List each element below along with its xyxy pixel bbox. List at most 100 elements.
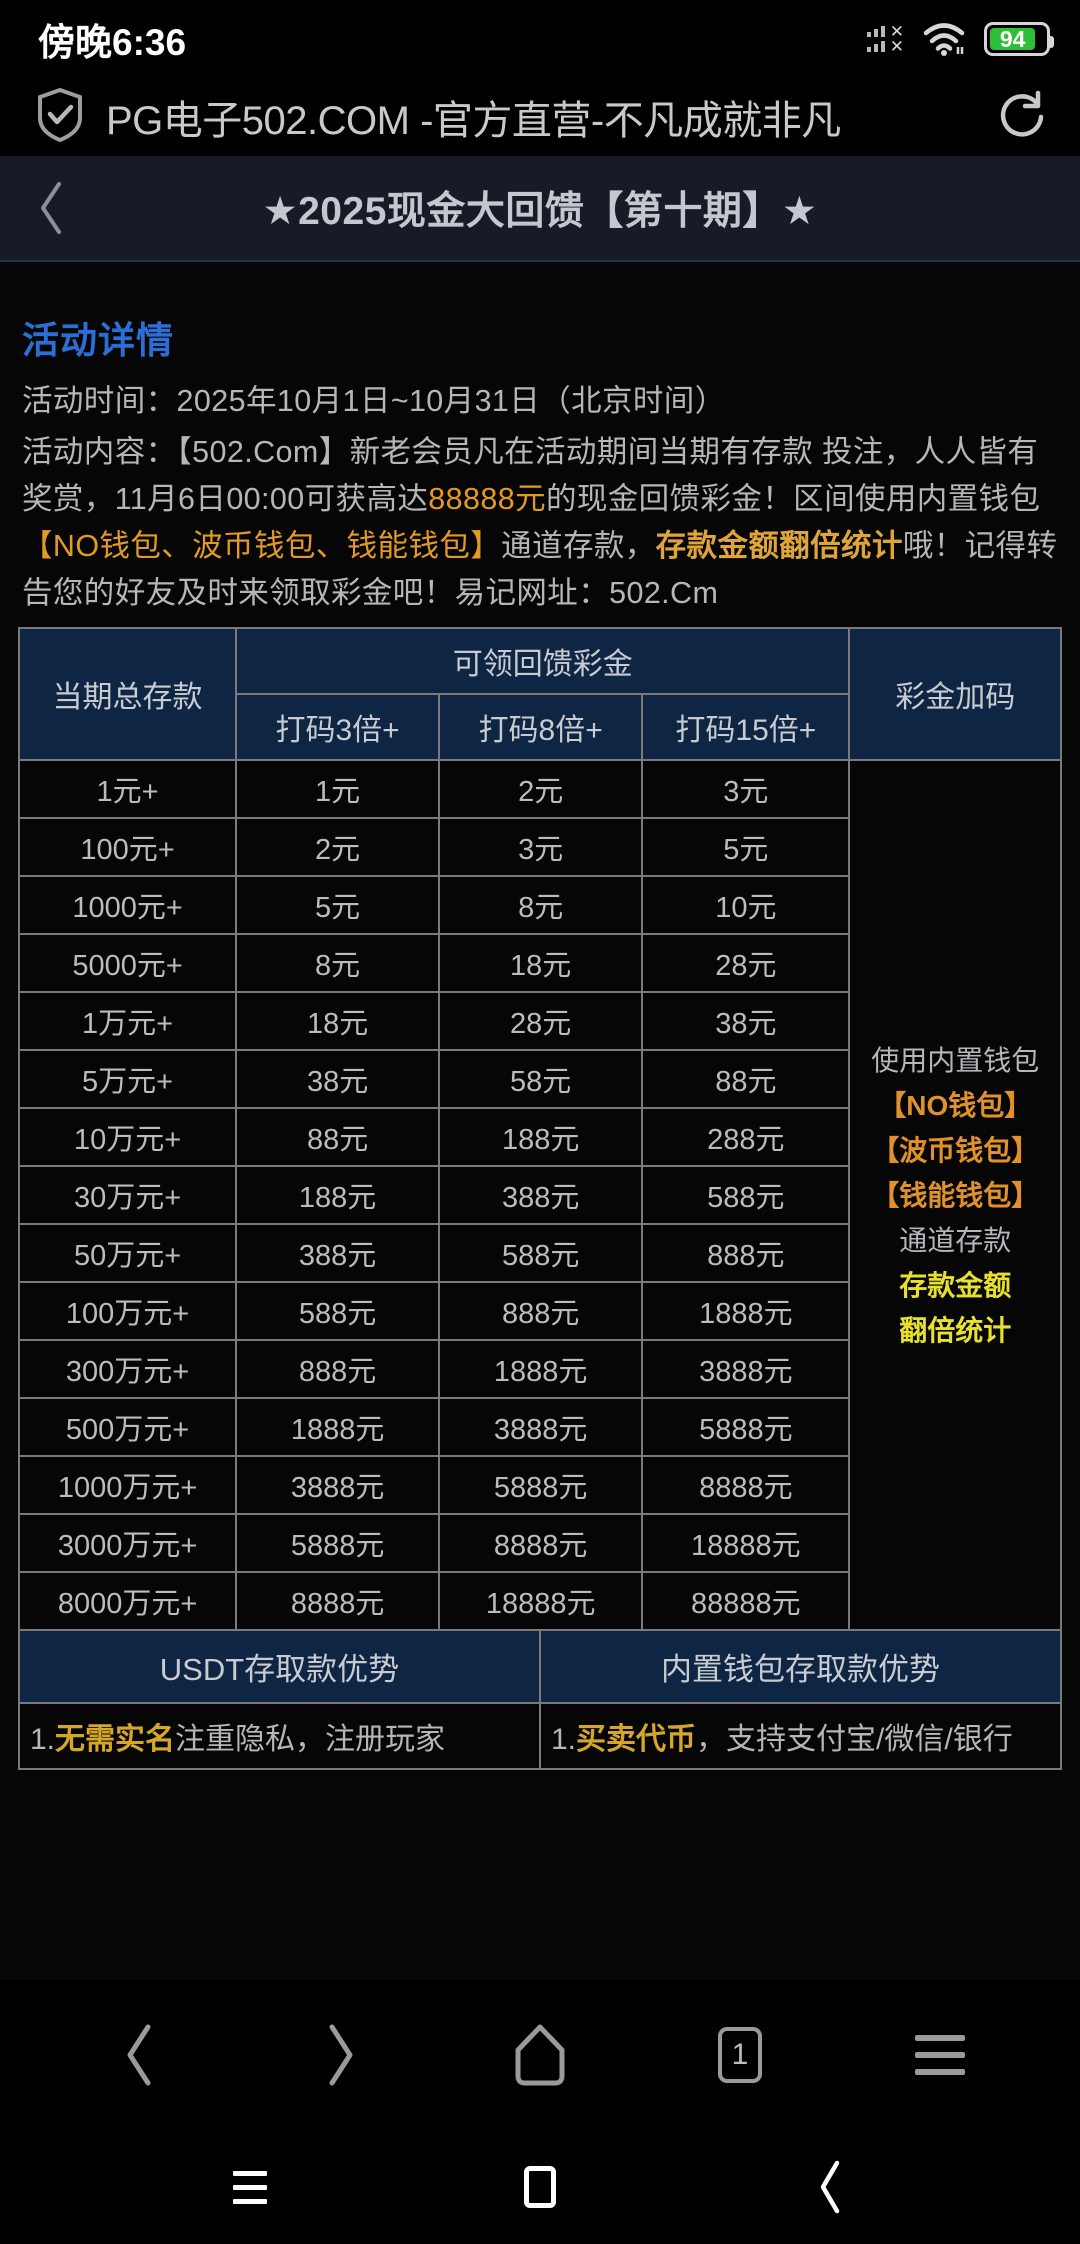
cell-deposit-tier: 100元+ [17, 817, 238, 877]
cell-rebate-3x: 1元 [235, 759, 441, 819]
cell-rebate-15x: 18888元 [641, 1513, 851, 1573]
cell-rebate-3x: 38元 [235, 1049, 441, 1109]
reload-icon[interactable] [994, 87, 1050, 148]
cell-rebate-3x: 388元 [235, 1223, 441, 1283]
th-wallet-advantage: 内置钱包存取款优势 [539, 1629, 1062, 1704]
cell-rebate-15x: 3888元 [641, 1339, 851, 1399]
cell-rebate-8x: 8元 [438, 875, 644, 935]
cell-rebate-8x: 18元 [438, 933, 644, 993]
addon-line7: 翻倍统计 [899, 1314, 1012, 1346]
usdt-advantage-item-1: 1.无需实名注重隐私，注册玩家 [18, 1702, 541, 1770]
cell-rebate-15x: 588元 [641, 1165, 851, 1225]
deposit-table-header: 当期总存款 可领回馈彩金 彩金加码 打码3倍+ 打码8倍+ 打码15倍+ [17, 627, 1062, 761]
cell-rebate-3x: 1888元 [235, 1397, 441, 1457]
cell-deposit-tier: 5000元+ [17, 933, 238, 993]
url-title-text[interactable]: PG电子502.COM -官方直营-不凡成就非凡 [106, 99, 841, 143]
advantages-header: USDT存取款优势 内置钱包存取款优势 [18, 1629, 1062, 1704]
cell-rebate-15x: 3元 [641, 759, 851, 819]
browser-home-button[interactable] [485, 2000, 595, 2110]
wallet-item-rest: ，支持支付宝/微信/银行 [696, 1723, 1013, 1756]
browser-menu-button[interactable] [885, 2000, 995, 2110]
table-row: 5万元+ 38元 58元 88元 [17, 1049, 1061, 1109]
wallet-item-num: 1. [551, 1723, 577, 1756]
th-rollover-8x: 打码8倍+ [438, 693, 644, 761]
status-bar: 傍晚6:36 ✕ ✕ 94 [0, 0, 1080, 78]
th-usdt-advantage: USDT存取款优势 [18, 1629, 541, 1704]
usdt-item-highlight: 无需实名 [55, 1723, 176, 1756]
table-row: 10万元+ 88元 188元 288元 [17, 1107, 1061, 1167]
cell-deposit-tier: 5万元+ [17, 1049, 238, 1109]
cell-deposit-tier: 1万元+ [17, 991, 238, 1051]
system-navigation-bar [0, 2130, 1080, 2244]
system-back-button[interactable] [790, 2147, 870, 2227]
cell-rebate-8x: 188元 [438, 1107, 644, 1167]
recents-icon [233, 2170, 267, 2204]
table-row: 100万元+ 588元 888元 1888元 [17, 1281, 1061, 1341]
cell-deposit-tier: 10万元+ [17, 1107, 238, 1167]
system-recents-button[interactable] [210, 2147, 290, 2227]
cell-deposit-tier: 1000元+ [17, 875, 238, 935]
th-rebate-group: 可领回馈彩金 [235, 627, 851, 695]
cell-rebate-8x: 1888元 [438, 1339, 644, 1399]
browser-back-button[interactable] [85, 2000, 195, 2110]
cell-rebate-8x: 5888元 [438, 1455, 644, 1515]
cell-rebate-15x: 88888元 [641, 1571, 851, 1631]
cell-rebate-8x: 388元 [438, 1165, 644, 1225]
cell-deposit-tier: 1000万元+ [17, 1455, 238, 1515]
addon-line5: 通道存款 [899, 1224, 1012, 1256]
cell-rebate-15x: 5888元 [641, 1397, 851, 1457]
cell-rebate-8x: 2元 [438, 759, 644, 819]
cell-rebate-8x: 888元 [438, 1281, 644, 1341]
cell-rebate-3x: 188元 [235, 1165, 441, 1225]
shield-check-icon [34, 86, 86, 149]
deposit-rebate-table: 当期总存款 可领回馈彩金 彩金加码 打码3倍+ 打码8倍+ 打码15倍+ 1元+… [17, 627, 1062, 1631]
cell-rebate-15x: 28元 [641, 933, 851, 993]
signal-bars-icon: ✕ ✕ [866, 23, 904, 55]
activity-time-line: 活动时间：2025年10月1日~10月31日（北京时间） [22, 384, 726, 418]
cell-rebate-3x: 5888元 [235, 1513, 441, 1573]
cell-rebate-15x: 288元 [641, 1107, 851, 1167]
wifi-icon [922, 21, 966, 57]
table-row: 1000元+ 5元 8元 10元 [17, 875, 1061, 935]
cell-rebate-3x: 88元 [235, 1107, 441, 1167]
activity-double-count: 存款金额翻倍统计 [655, 529, 903, 563]
browser-tab-count: 1 [718, 2027, 762, 2083]
system-home-button[interactable] [500, 2147, 580, 2227]
table-header-row-2: 打码3倍+ 打码8倍+ 打码15倍+ [19, 693, 1061, 761]
cell-bonus-addon: 使用内置钱包 【NO钱包】 【波币钱包】 【钱能钱包】 通道存款 存款金额 翻倍统计 [848, 759, 1062, 1631]
activity-max-amount: 88888元 [428, 482, 546, 516]
addon-line3: 【波币钱包】 [871, 1134, 1040, 1166]
cell-deposit-tier: 30万元+ [17, 1165, 238, 1225]
cell-rebate-8x: 3888元 [438, 1397, 644, 1457]
cell-rebate-8x: 58元 [438, 1049, 644, 1109]
browser-url-bar[interactable]: PG电子502.COM -官方直营-不凡成就非凡 [0, 78, 1080, 156]
table-row: 5000元+ 8元 18元 28元 [17, 933, 1061, 993]
home-square-icon [524, 2166, 556, 2208]
usdt-item-num: 1. [30, 1723, 56, 1756]
status-icons-group: ✕ ✕ 94 [866, 21, 1054, 57]
addon-line6: 存款金额 [899, 1269, 1012, 1301]
table-row: 500万元+ 1888元 3888元 5888元 [17, 1397, 1061, 1457]
status-time: 傍晚6:36 [38, 22, 187, 63]
cell-deposit-tier: 500万元+ [17, 1397, 238, 1457]
cell-rebate-8x: 28元 [438, 991, 644, 1051]
page-header: ★2025现金大回馈【第十期】★ [0, 156, 1080, 262]
activity-content-part3: 通道存款， [501, 529, 656, 563]
page-back-icon[interactable] [22, 178, 82, 238]
addon-line2: 【NO钱包】 [878, 1089, 1033, 1121]
th-rollover-3x: 打码3倍+ [235, 693, 441, 761]
activity-content-part1: 活动内容：【502.Com】新老会员凡在活动期间当期有存款 投注，人人皆有奖赏，… [22, 435, 1039, 516]
th-bonus-addon: 彩金加码 [848, 627, 1062, 761]
section-title-activity-details: 活动详情 [22, 320, 174, 361]
activity-content-paragraph: 活动内容：【502.Com】新老会员凡在活动期间当期有存款 投注，人人皆有奖赏，… [22, 429, 1062, 617]
cell-deposit-tier: 300万元+ [17, 1339, 238, 1399]
cell-deposit-tier: 100万元+ [17, 1281, 238, 1341]
table-row: 1000万元+ 3888元 5888元 8888元 [17, 1455, 1061, 1515]
cell-rebate-3x: 888元 [235, 1339, 441, 1399]
usdt-item-rest: 注重隐私，注册玩家 [175, 1723, 446, 1756]
cell-deposit-tier: 50万元+ [17, 1223, 238, 1283]
browser-forward-button[interactable] [285, 2000, 395, 2110]
page-content: 活动详情 活动时间：2025年10月1日~10月31日（北京时间） 活动内容：【… [0, 262, 1080, 1980]
cell-rebate-3x: 5元 [235, 875, 441, 935]
browser-tabs-button[interactable]: 1 [685, 2000, 795, 2110]
